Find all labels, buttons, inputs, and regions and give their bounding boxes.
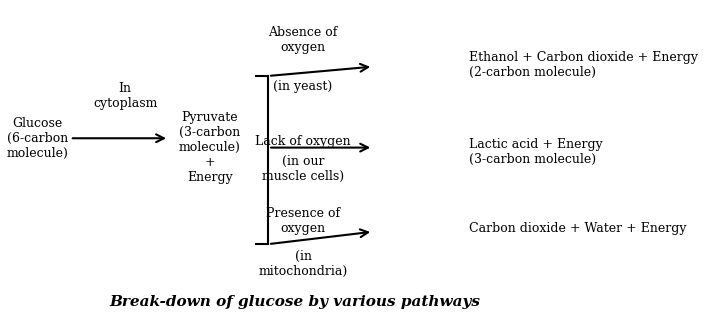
Text: Lactic acid + Energy
(3-carbon molecule): Lactic acid + Energy (3-carbon molecule) — [469, 138, 603, 166]
Text: Carbon dioxide + Water + Energy: Carbon dioxide + Water + Energy — [469, 222, 687, 235]
Text: (in
mitochondria): (in mitochondria) — [258, 250, 348, 278]
Text: (in our
muscle cells): (in our muscle cells) — [262, 155, 344, 184]
Text: Glucose
(6-carbon
molecule): Glucose (6-carbon molecule) — [7, 117, 69, 160]
Text: Ethanol + Carbon dioxide + Energy
(2-carbon molecule): Ethanol + Carbon dioxide + Energy (2-car… — [469, 51, 698, 79]
Text: Break-down of glucose by various pathways: Break-down of glucose by various pathway… — [109, 295, 480, 309]
Text: (in yeast): (in yeast) — [273, 81, 333, 94]
Text: Pyruvate
(3-carbon
molecule)
+
Energy: Pyruvate (3-carbon molecule) + Energy — [179, 111, 241, 184]
Text: Absence of
oxygen: Absence of oxygen — [268, 26, 338, 54]
Text: Lack of oxygen: Lack of oxygen — [256, 135, 351, 148]
Text: In
cytoplasm: In cytoplasm — [93, 82, 157, 110]
Text: Presence of
oxygen: Presence of oxygen — [266, 207, 340, 235]
